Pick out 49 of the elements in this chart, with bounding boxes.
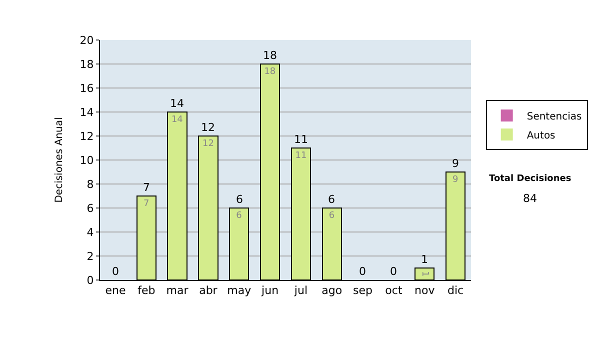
y-tick-label: 14 <box>80 106 94 119</box>
legend-label: Sentencias <box>526 111 582 122</box>
y-axis-title: Decisiones Anual <box>54 117 65 203</box>
x-tick-label: may <box>227 284 252 298</box>
y-tick-label: 4 <box>86 226 94 239</box>
text: 84 <box>523 192 537 205</box>
x-tick-label: ago <box>322 284 342 298</box>
y-tick-label: 16 <box>80 82 94 95</box>
x-tick-label: jun <box>260 284 279 298</box>
data-label: 9 <box>452 175 459 185</box>
total-label: 0 <box>390 265 397 278</box>
x-tick-label: dic <box>447 284 464 298</box>
y-tick-label: 8 <box>86 178 94 191</box>
total-label: 7 <box>143 181 150 194</box>
y-tick-label: 6 <box>86 202 94 215</box>
data-label: 6 <box>236 211 242 221</box>
y-tick-label: 20 <box>80 34 94 47</box>
y-tick-label: 18 <box>80 58 94 71</box>
x-tick-label: ene <box>105 284 126 298</box>
total-label: 11 <box>294 133 308 146</box>
data-label: 6 <box>328 211 335 221</box>
y-tick-label: 10 <box>80 154 94 167</box>
total-label: 18 <box>263 49 277 62</box>
y-tick-label: 0 <box>86 274 94 287</box>
x-tick-label: feb <box>138 284 156 298</box>
legend-label: Autos <box>526 130 556 142</box>
total-label: 9 <box>452 157 459 170</box>
total-label: 6 <box>328 193 335 206</box>
text: Total Decisiones <box>489 174 572 184</box>
data-label: 18 <box>264 67 276 77</box>
x-tick-label: abr <box>199 284 218 298</box>
data-label: 7 <box>144 199 150 209</box>
total-label: 12 <box>201 121 215 134</box>
y-tick-label: 2 <box>86 250 94 263</box>
data-label: 11 <box>295 151 307 161</box>
data-label: 12 <box>202 139 214 149</box>
data-label: 1 <box>420 271 430 277</box>
total-label: 14 <box>170 97 184 110</box>
x-tick-label: nov <box>414 284 436 298</box>
x-tick-label: mar <box>166 284 189 298</box>
x-tick-label: sep <box>353 284 373 298</box>
y-tick-label: 12 <box>80 130 94 143</box>
total-label: 0 <box>112 265 119 278</box>
x-tick-label: oct <box>385 284 403 298</box>
data-label: 14 <box>171 115 184 125</box>
total-label: 6 <box>236 193 243 206</box>
total-label: 0 <box>359 265 366 278</box>
x-tick-label: jul <box>293 284 308 298</box>
total-label: 1 <box>421 253 428 266</box>
